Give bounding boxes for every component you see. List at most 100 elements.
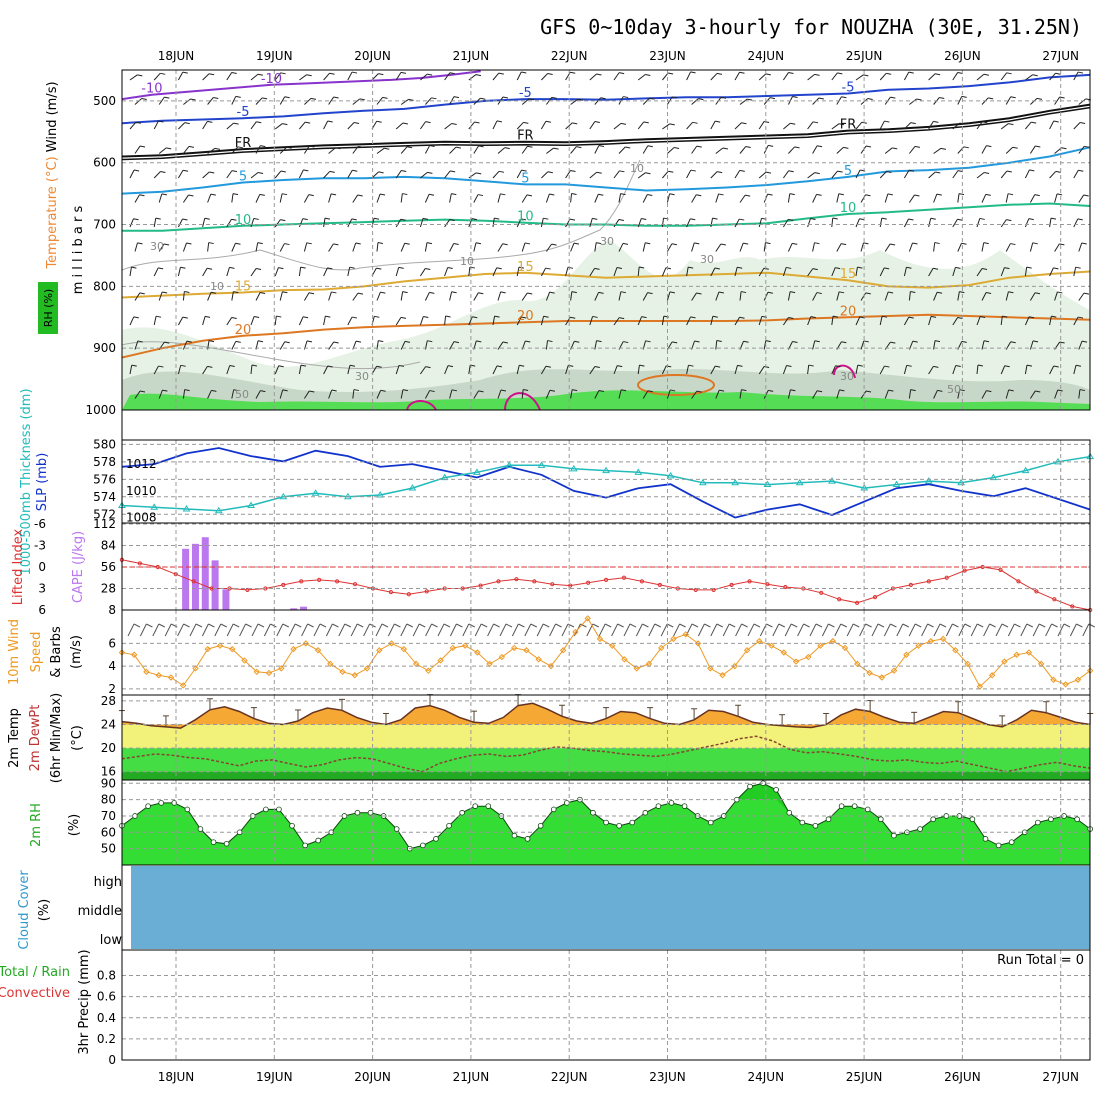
day-label-bottom: 23JUN bbox=[649, 1070, 686, 1084]
thickness-axis-label: 1000-500mb Thickness (dm) bbox=[19, 388, 34, 575]
wind-barb bbox=[686, 121, 693, 130]
wind-barb bbox=[589, 218, 593, 228]
wind-barb bbox=[158, 389, 163, 399]
day-label-bottom: 26JUN bbox=[944, 1070, 981, 1084]
isotherm-label: 20 bbox=[840, 304, 857, 319]
wind-barb-flag bbox=[520, 218, 527, 221]
wind-barb-flag bbox=[576, 146, 582, 149]
rh2m-marker bbox=[982, 836, 989, 842]
wind10-barb-flag bbox=[890, 623, 897, 628]
day-label-bottom: 20JUN bbox=[354, 1070, 391, 1084]
wind-barb-flag bbox=[407, 146, 413, 149]
wind-barb bbox=[328, 341, 335, 350]
wind-barb bbox=[618, 243, 624, 252]
rh2m-marker bbox=[969, 816, 976, 823]
wind-barb bbox=[1000, 170, 1008, 179]
wind-barb bbox=[710, 316, 714, 326]
wind10-barb bbox=[673, 623, 681, 637]
wind-barb bbox=[933, 292, 938, 301]
wind-barb-flag bbox=[1059, 243, 1065, 246]
wind-barb bbox=[884, 389, 889, 399]
wind10-tick-label: 2 bbox=[108, 682, 116, 696]
wind-barb bbox=[1000, 365, 1006, 375]
wind-barb-flag bbox=[166, 147, 172, 150]
lifted-index-marker bbox=[872, 595, 878, 600]
isotherm-label: 5 bbox=[844, 164, 852, 179]
isotherm-label: -5 bbox=[237, 105, 250, 120]
wind-barb-flag bbox=[306, 340, 313, 343]
wind10-barb bbox=[859, 623, 867, 637]
wind-barb bbox=[613, 170, 620, 179]
lifted-index-marker bbox=[783, 584, 788, 590]
wind-barb bbox=[473, 242, 477, 252]
wind10-marker bbox=[1001, 658, 1008, 665]
wind-barb-flag bbox=[527, 145, 533, 148]
li-tick-label: 3 bbox=[38, 582, 46, 596]
wind10-barb-flag bbox=[1014, 623, 1021, 628]
wind10-barb-flag bbox=[976, 623, 984, 628]
wind-barb-flag bbox=[696, 292, 702, 295]
wind-barb bbox=[1054, 291, 1058, 301]
wind-barb bbox=[1049, 218, 1052, 228]
wind-barb-flag bbox=[259, 193, 265, 196]
wind-barb bbox=[226, 170, 233, 179]
wind-barb-flag bbox=[303, 169, 309, 172]
pressure-tick-label: 700 bbox=[93, 218, 116, 232]
wind-barb-flag bbox=[598, 389, 604, 392]
wind-barb bbox=[860, 340, 865, 350]
wind-barb bbox=[178, 122, 186, 130]
rh2m-marker bbox=[459, 809, 465, 816]
wind-barb bbox=[129, 74, 138, 81]
wind-barb bbox=[129, 218, 134, 228]
wind-barb-flag bbox=[739, 218, 745, 221]
wind-barb bbox=[468, 121, 475, 130]
wind10-marker bbox=[278, 665, 285, 672]
wind-barb-flag bbox=[477, 194, 484, 197]
wind-barb bbox=[468, 316, 473, 326]
rh2m-tick-label: 60 bbox=[101, 825, 116, 839]
wind-barb bbox=[691, 98, 699, 105]
wind-barb-flag bbox=[257, 171, 264, 174]
wind-barb bbox=[952, 317, 959, 326]
wind-barb bbox=[400, 291, 404, 301]
wind-barb bbox=[250, 73, 259, 81]
wind-barb-flag bbox=[402, 193, 408, 196]
wind-barb bbox=[903, 365, 908, 375]
wind-barb bbox=[957, 389, 961, 399]
wind-barb-flag bbox=[355, 242, 361, 245]
wind-barb-flag bbox=[496, 365, 503, 368]
wind-barb-flag bbox=[133, 316, 139, 319]
wind-barb-flag bbox=[886, 72, 892, 75]
wind-barb bbox=[323, 120, 329, 130]
wind-barb-flag bbox=[983, 171, 990, 174]
lifted-index-marker bbox=[621, 575, 627, 580]
wind-barb-flag bbox=[884, 267, 890, 270]
wind-barb-flag bbox=[471, 218, 478, 221]
wind-barb bbox=[303, 242, 308, 252]
wind-barb-flag bbox=[429, 145, 435, 148]
wind-barb-flag bbox=[527, 292, 533, 295]
wind-barb-flag bbox=[863, 340, 869, 343]
wind-barb bbox=[352, 98, 361, 105]
wind-barb bbox=[134, 292, 141, 301]
rh2m-marker bbox=[851, 803, 858, 809]
wind-barb bbox=[903, 316, 910, 326]
wind-barb-flag bbox=[543, 315, 549, 318]
wind-barb bbox=[492, 120, 498, 130]
wind-barb-flag bbox=[716, 72, 723, 75]
wind-barb-flag bbox=[231, 71, 237, 74]
wind10-marker bbox=[792, 658, 800, 665]
wind-barb-flag bbox=[694, 340, 700, 343]
day-label-top: 22JUN bbox=[551, 49, 588, 63]
isotherm--10 bbox=[121, 70, 481, 101]
wind-barb-flag bbox=[690, 218, 696, 221]
wind10-barb bbox=[301, 623, 309, 637]
wind-barb bbox=[928, 267, 934, 277]
wind-barb bbox=[981, 390, 987, 399]
wind-barb-flag bbox=[472, 316, 478, 319]
magenta-contour bbox=[406, 400, 437, 411]
thickness-marker bbox=[343, 492, 352, 500]
wind-barb-flag bbox=[596, 73, 602, 76]
wind-barb-flag bbox=[986, 145, 992, 148]
lifted-index-marker bbox=[1016, 579, 1021, 584]
